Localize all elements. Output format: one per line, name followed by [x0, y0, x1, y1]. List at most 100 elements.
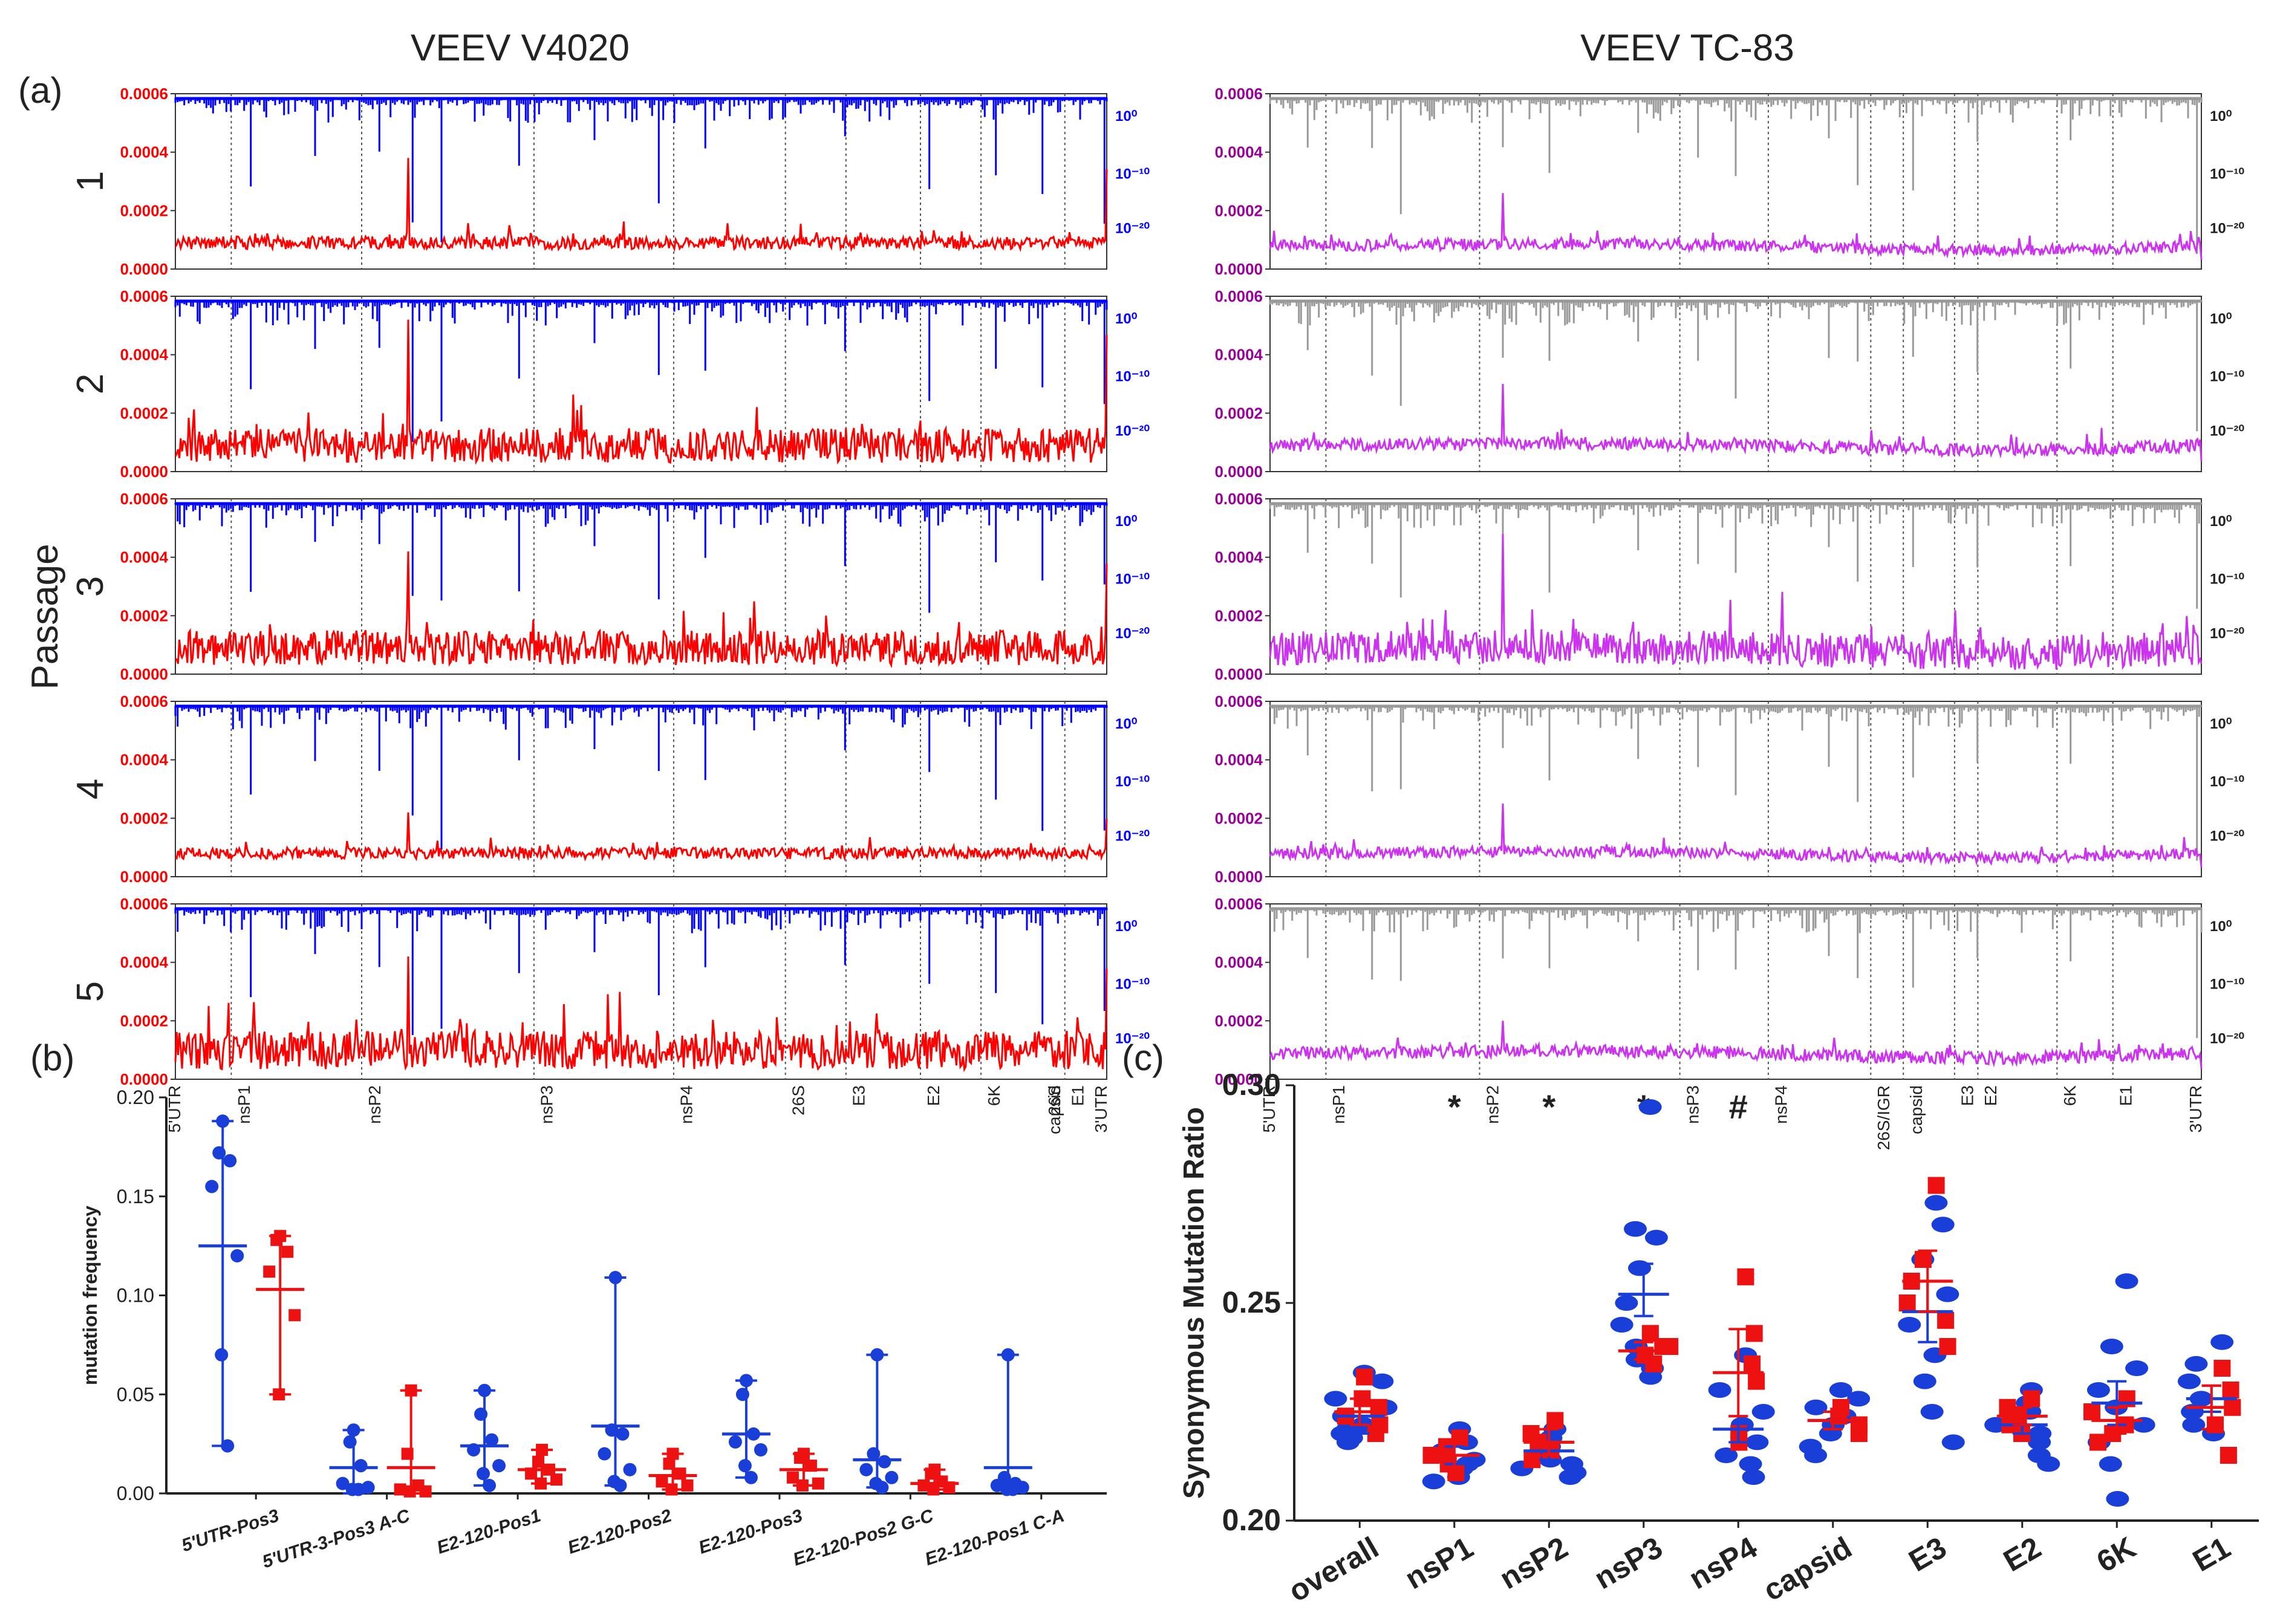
passage-2-row: 0.0000 0.0002 0.0004 0.0006 10⁰ 10⁻¹⁰ 10⁻²⁰	[120, 287, 1150, 481]
data-point	[739, 1374, 753, 1388]
genome-region-label: E3	[1958, 1085, 1977, 1106]
passage-3-row: 0.0000 0.0002 0.0004 0.0006 10⁰ 10⁻¹⁰ 10⁻²⁰	[120, 490, 1150, 683]
data-point	[735, 1388, 749, 1402]
right-axis-label: 10⁻²⁰	[1115, 1030, 1150, 1047]
data-point	[1931, 1216, 1955, 1233]
data-point	[2210, 1334, 2234, 1350]
y-tick-label: 0.0000	[120, 868, 168, 886]
data-point	[343, 1435, 357, 1449]
data-point	[403, 1485, 416, 1498]
y-tick-label: 0.0002	[120, 1012, 168, 1030]
passage-4-row: 0.0000 0.0002 0.0004 0.0006 10⁰ 10⁻¹⁰ 10⁻²⁰	[1214, 692, 2244, 886]
data-point	[288, 1309, 301, 1322]
genome-region-label: nsP4	[1772, 1085, 1791, 1124]
y-tick-label: 0.20	[1222, 1503, 1281, 1537]
y-tick-label: 0.0006	[1214, 287, 1263, 305]
data-point	[351, 1483, 365, 1496]
passage-number-label: 3	[70, 576, 111, 597]
genome-region-label: 3'UTR	[1092, 1085, 1110, 1132]
genome-region-label: nsP2	[365, 1085, 384, 1124]
right-axis-label: 10⁻¹⁰	[2210, 369, 2244, 385]
data-point	[1898, 1317, 1921, 1333]
data-point	[665, 1483, 678, 1496]
data-point	[1715, 1447, 1738, 1463]
data-point	[1546, 1412, 1564, 1429]
data-point	[1748, 1372, 1765, 1390]
data-point	[1847, 1391, 1871, 1407]
right-axis-label: 10⁰	[2210, 716, 2232, 732]
panel-label-b: (b)	[30, 1038, 74, 1078]
data-point	[492, 1459, 506, 1473]
data-point	[786, 1471, 799, 1484]
data-point	[674, 1467, 686, 1480]
data-point	[878, 1455, 891, 1469]
data-point	[230, 1249, 244, 1262]
data-point	[216, 1114, 230, 1128]
right-axis-label: 10⁰	[1115, 716, 1138, 732]
right-axis-label: 10⁻¹⁰	[2210, 166, 2244, 183]
significance-marker: *	[1542, 1088, 1555, 1126]
mutation-frequency-trace	[1269, 193, 2203, 260]
data-point	[2213, 1360, 2231, 1377]
y-tick-label: 0.00	[117, 1483, 154, 1504]
data-point	[2220, 1447, 2237, 1464]
y-tick-label: 0.0002	[120, 809, 168, 827]
right-axis-label: 10⁰	[2210, 918, 2232, 935]
data-point	[598, 1447, 611, 1461]
y-tick-label: 0.0006	[120, 692, 168, 710]
y-tick-label: 0.0002	[120, 201, 168, 219]
plot-frame	[1269, 296, 2202, 472]
significance-marker: *	[1448, 1088, 1461, 1126]
data-point	[1898, 1294, 1916, 1311]
y-tick-label: 0.0000	[120, 463, 168, 481]
y-tick-label: 0.0006	[1214, 490, 1263, 508]
data-point	[2086, 1382, 2110, 1398]
panel-label-c: (c)	[1122, 1038, 1164, 1078]
data-point	[746, 1427, 760, 1441]
right-axis-label: 10⁻²⁰	[1115, 220, 1150, 236]
genome-region-label: 6K	[985, 1085, 1003, 1106]
y-tick-label: 0.0000	[1214, 868, 1263, 886]
y-tick-label: 0.0000	[1214, 463, 1263, 481]
data-point	[1006, 1483, 1020, 1496]
data-point	[875, 1481, 889, 1495]
data-point	[263, 1265, 276, 1278]
significance-marker: #	[1729, 1088, 1748, 1126]
y-tick-label: 0.0002	[1214, 201, 1263, 219]
y-tick-label: 0.0000	[1214, 260, 1263, 278]
data-point	[917, 1479, 930, 1492]
right-axis-label: 10⁰	[1115, 108, 1138, 125]
y-tick-label: 0.0000	[120, 1070, 168, 1088]
y-tick-label: 0.0006	[120, 85, 168, 103]
right-axis-label: 10⁻²⁰	[1115, 423, 1150, 439]
data-point	[804, 1460, 817, 1472]
y-tick-label: 0.0004	[120, 548, 168, 567]
title-v4020: VEEV V4020	[411, 27, 630, 69]
data-point	[1804, 1447, 1828, 1463]
data-point	[2083, 1403, 2100, 1420]
data-point	[212, 1146, 226, 1160]
mutation-frequency-trace	[1269, 1021, 2203, 1069]
data-point	[1356, 1368, 1373, 1386]
y-tick-label: 0.0000	[1214, 665, 1263, 683]
genome-region-label: E1	[1069, 1085, 1087, 1106]
right-axis-label: 10⁻²⁰	[2210, 220, 2244, 236]
data-point	[1639, 1369, 1663, 1385]
y-tick-label: 0.0004	[120, 751, 168, 769]
right-axis-label: 10⁰	[1115, 513, 1138, 530]
data-point	[1638, 1099, 1662, 1115]
data-point	[1610, 1317, 1633, 1333]
y-tick-label: 0.0004	[1214, 143, 1263, 161]
y-tick-label: 0.0002	[1214, 606, 1263, 625]
data-point	[1829, 1382, 1852, 1398]
right-axis-label: 10⁻²⁰	[1115, 828, 1150, 844]
data-point	[623, 1463, 637, 1476]
plot-frame	[1269, 903, 2202, 1080]
passage-number-label: 2	[70, 374, 111, 394]
genome-region-label: capsid	[1045, 1085, 1064, 1134]
data-point	[2028, 1434, 2051, 1450]
data-point	[1751, 1404, 1775, 1420]
data-point	[885, 1470, 899, 1484]
passage-1-row: 0.0000 0.0002 0.0004 0.0006 10⁰ 10⁻¹⁰ 10⁻²⁰	[120, 85, 1150, 278]
data-point	[943, 1481, 956, 1494]
